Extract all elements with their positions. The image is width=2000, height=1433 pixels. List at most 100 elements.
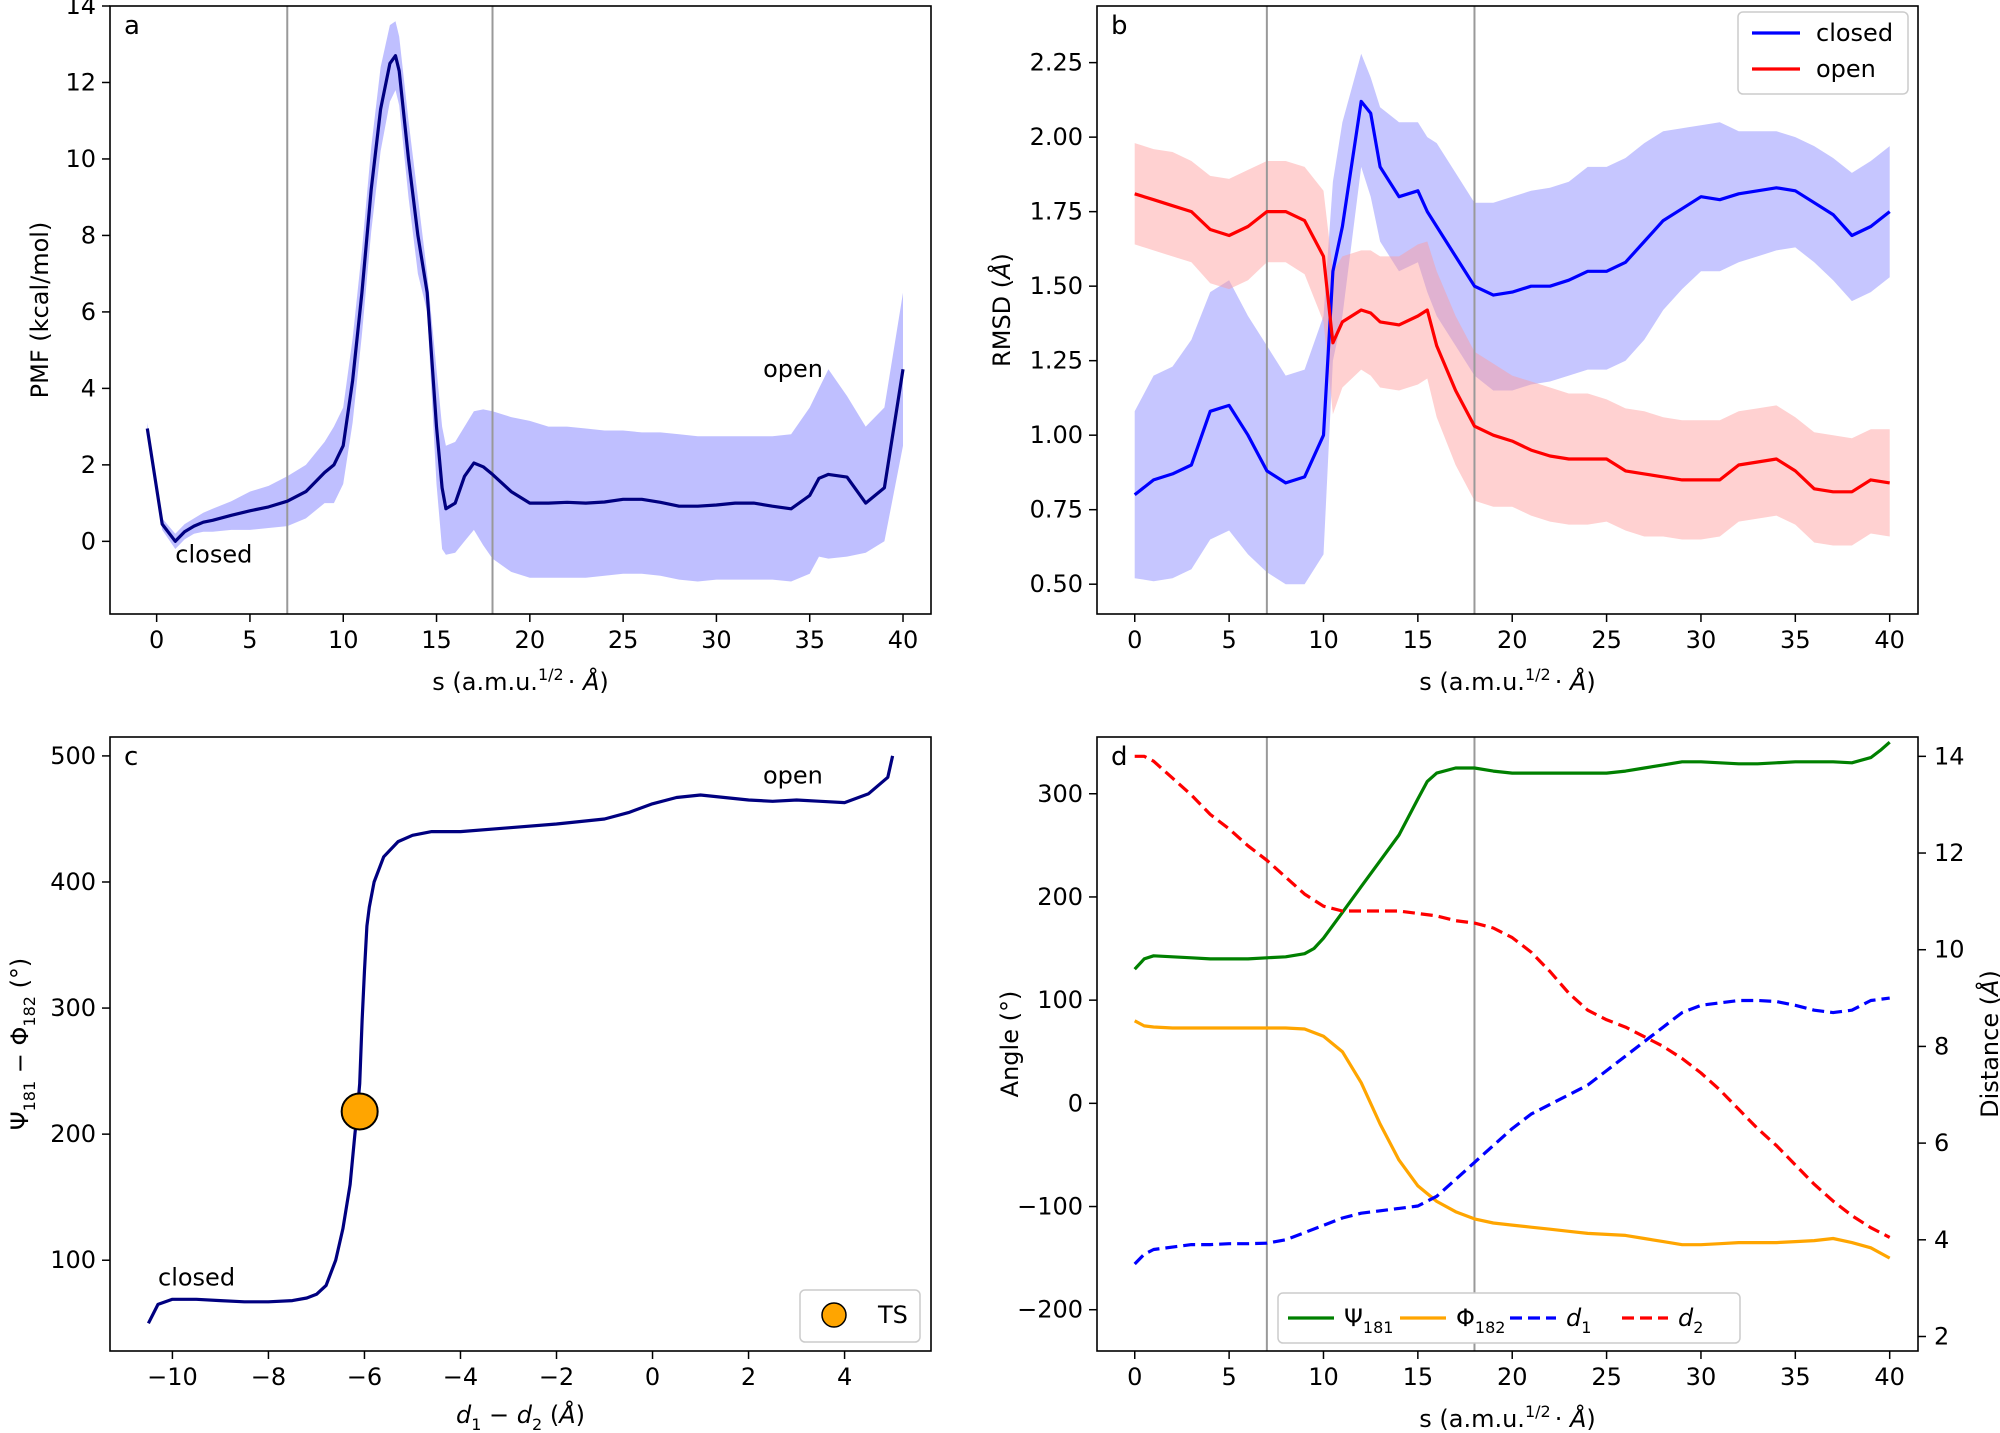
- x-tick-label: 30: [1686, 626, 1717, 654]
- panel-b: 0 5 10 15 20 25 30 35 40 0.50 0.75 1.00 1.25 1.50 1.75…: [987, 5, 1919, 696]
- x-axis-label: s (a.m.u.1/2 · Å): [1419, 665, 1596, 696]
- x-tick-label: 20: [1497, 626, 1528, 654]
- closed-line: [1133, 99, 1891, 497]
- x-tick-label: 30: [1686, 1363, 1717, 1391]
- y-tick-label: 6: [81, 298, 96, 326]
- x-tick-label: 35: [794, 626, 825, 654]
- y-tick-label: 12: [65, 68, 96, 96]
- series-line-Ψ181: [1133, 740, 1891, 971]
- y-tick-label: 14: [65, 0, 96, 20]
- x-tick-label: 5: [1221, 1363, 1236, 1391]
- plot-frame: [109, 5, 932, 615]
- x-tick-label: 5: [1221, 626, 1236, 654]
- x-tick-label: 0: [645, 1363, 660, 1391]
- y-tick-label: 100: [1037, 986, 1083, 1014]
- y-tick-label: 0.75: [1030, 496, 1083, 524]
- x-tick-label: −10: [147, 1363, 198, 1391]
- closed-error-band: [1134, 53, 1890, 585]
- panel-label: b: [1111, 11, 1128, 41]
- y2-tick-label: 2: [1934, 1322, 1949, 1350]
- series-line-d2: [1134, 754, 1891, 1239]
- y-tick-label: 8: [81, 221, 96, 249]
- y-tick-label: 0: [1068, 1089, 1083, 1117]
- x-tick-label: −8: [251, 1363, 286, 1391]
- x-tick-label: 10: [1308, 626, 1339, 654]
- y2-tick-label: 14: [1934, 742, 1965, 770]
- x-tick-label: −6: [347, 1363, 382, 1391]
- legend-box: [1277, 1292, 1741, 1344]
- legend-label-Ψ181: Ψ181: [1344, 1304, 1393, 1337]
- y2-tick-label: 8: [1934, 1032, 1949, 1060]
- pmf-line: [145, 54, 905, 543]
- x-tick-label: 5: [242, 626, 257, 654]
- x-axis-label: s (a.m.u.1/2 · Å): [432, 665, 609, 696]
- x-tick-label: 0: [149, 626, 164, 654]
- y-axis-label: Angle (°): [996, 991, 1024, 1098]
- plot-frame: [1096, 5, 1919, 615]
- panel-label: a: [124, 11, 140, 41]
- path-line: [146, 755, 895, 1325]
- open-error-band: [1134, 143, 1890, 546]
- pmf-error-band: [147, 21, 904, 582]
- x-tick-label: 25: [608, 626, 639, 654]
- ts-marker: [340, 1092, 379, 1131]
- y-tick-label: 10: [65, 145, 96, 173]
- x-tick-label: 25: [1591, 626, 1622, 654]
- legend: closed open: [1737, 11, 1909, 95]
- x-tick-label: 40: [1874, 1363, 1905, 1391]
- panel-label: c: [124, 742, 138, 772]
- y-tick-label: −100: [1017, 1193, 1083, 1221]
- x-tick-label: 35: [1780, 1363, 1811, 1391]
- x-axis-label: d1 − d2 (Å): [456, 1400, 585, 1433]
- y-tick-label: 4: [81, 374, 96, 402]
- x-tick-label: 4: [837, 1363, 852, 1391]
- legend-swatch-ts: [821, 1302, 847, 1328]
- x-tick-label: 25: [1591, 1363, 1622, 1391]
- x-tick-label: −4: [443, 1363, 478, 1391]
- x-tick-label: −2: [539, 1363, 574, 1391]
- y-axis-label: PMF (kcal/mol): [26, 222, 54, 399]
- x-tick-label: 10: [328, 626, 359, 654]
- panel-a: 0 5 10 15 20 25 30 35 40 0 2 4 6 8 10 12 14 a closed open s …: [26, 0, 932, 696]
- y-tick-label: −200: [1017, 1296, 1083, 1324]
- series-line-d1: [1133, 996, 1890, 1266]
- y-axis-label: Ψ181 − Φ182 (°): [6, 958, 39, 1131]
- x-tick-label: 15: [1403, 626, 1434, 654]
- x-tick-label: 2: [741, 1363, 756, 1391]
- legend-label-ts: TS: [877, 1301, 908, 1329]
- x-tick-label: 0: [1127, 626, 1142, 654]
- x-tick-label: 15: [421, 626, 452, 654]
- panel-c: −10 −8 −6 −4 −2 0 2 4 100 200 300 400 500 c closed open…: [6, 736, 932, 1433]
- y-tick-label: 2.25: [1030, 49, 1083, 77]
- y-tick-label: 1.50: [1030, 272, 1083, 300]
- y-axis-label: RMSD (Å): [987, 253, 1016, 367]
- panel-label: d: [1111, 742, 1128, 772]
- y-tick-label: 300: [1037, 780, 1083, 808]
- x-tick-label: 0: [1127, 1363, 1142, 1391]
- y-tick-label: 500: [50, 742, 96, 770]
- series-line-Φ182: [1133, 1019, 1891, 1260]
- y-tick-label: 0: [81, 527, 96, 555]
- y-tick-label: 1.75: [1030, 198, 1083, 226]
- y-tick-label: 2: [81, 451, 96, 479]
- x-tick-label: 10: [1308, 1363, 1339, 1391]
- legend-label-d1: d1: [1566, 1304, 1591, 1337]
- annotation-open: open: [763, 355, 823, 383]
- plot-frame: [109, 736, 932, 1352]
- plot-frame: [1096, 736, 1919, 1352]
- legend-label-open: open: [1816, 55, 1876, 83]
- x-tick-label: 15: [1403, 1363, 1434, 1391]
- y2-tick-label: 12: [1934, 839, 1965, 867]
- x-tick-label: 20: [515, 626, 546, 654]
- annotation-open: open: [763, 762, 823, 790]
- y2-tick-label: 6: [1934, 1129, 1949, 1157]
- x-tick-label: 40: [888, 626, 919, 654]
- y2-axis-label: Distance (Å): [1975, 970, 2000, 1118]
- annotation-closed: closed: [158, 1263, 235, 1291]
- x-tick-label: 35: [1780, 626, 1811, 654]
- x-tick-label: 20: [1497, 1363, 1528, 1391]
- panel-d: 0 5 10 15 20 25 30 35 40−200−1000100200300d24681…: [996, 736, 2000, 1433]
- y-tick-label: 200: [50, 1120, 96, 1148]
- y-tick-label: 300: [50, 994, 96, 1022]
